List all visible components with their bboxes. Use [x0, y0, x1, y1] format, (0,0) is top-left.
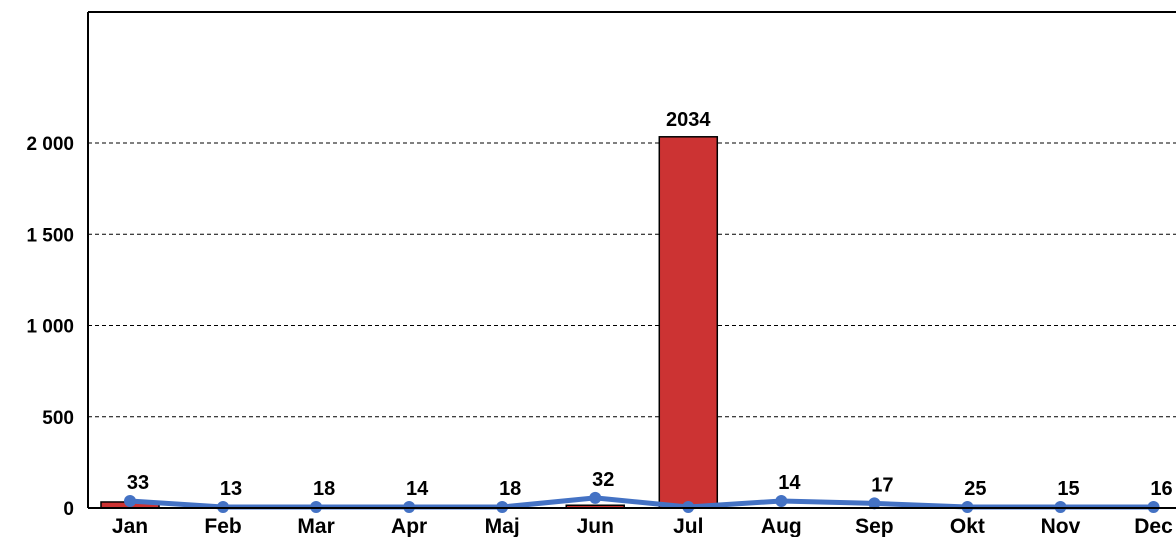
line-data-label: 13 [220, 478, 242, 500]
line-series-path [127, 495, 1156, 510]
x-category-label: Apr [391, 515, 427, 537]
line-data-label: 33 [127, 472, 149, 494]
x-category-label: Jun [577, 515, 614, 537]
x-category-label: Okt [950, 515, 985, 537]
line-point-sep [868, 497, 881, 510]
line-data-label: 18 [313, 478, 335, 500]
x-category-label: Jan [112, 515, 148, 537]
x-category-label: Maj [485, 515, 520, 537]
y-tick-label: 500 [42, 408, 74, 429]
line-points [124, 491, 1160, 513]
y-tick-label: 1 500 [26, 225, 74, 246]
line-data-label: 17 [871, 474, 893, 496]
data-labels: 2034 33 13 18 14 18 32 14 17 25 15 16 [127, 109, 1173, 500]
y-tick-label: 0 [63, 499, 74, 520]
x-category-label: Feb [204, 515, 241, 537]
bar-series [100, 136, 719, 509]
gridlines [88, 142, 1176, 418]
line-series [127, 495, 1156, 510]
y-axis-tick-labels: 0 500 1 000 1 500 2 000 [26, 134, 74, 520]
line-data-label: 32 [592, 469, 614, 491]
y-tick-label: 2 000 [26, 134, 74, 155]
line-data-label: 14 [778, 472, 801, 494]
bar-jul [658, 136, 719, 509]
line-data-label: 25 [964, 478, 986, 500]
line-point-aug [775, 494, 788, 507]
x-category-label: Sep [855, 515, 894, 537]
line-data-label: 15 [1057, 478, 1079, 500]
x-category-label: Aug [761, 515, 802, 537]
line-data-label: 14 [406, 478, 429, 500]
x-axis-category-labels: Jan Feb Mar Apr Maj Jun Jul Aug Sep Okt Nov Dec [112, 515, 1173, 537]
x-category-label: Dec [1134, 515, 1173, 537]
x-category-label: Jul [673, 515, 703, 537]
x-category-label: Mar [297, 515, 334, 537]
line-data-label: 18 [499, 478, 521, 500]
y-tick-label: 1 000 [26, 317, 74, 338]
line-point-jun [589, 491, 602, 504]
line-data-label: 16 [1150, 478, 1172, 500]
line-point-jan [124, 494, 136, 507]
bar-data-label: 2034 [666, 109, 711, 131]
x-category-label: Nov [1041, 515, 1081, 537]
plot-frame [87, 11, 1176, 509]
